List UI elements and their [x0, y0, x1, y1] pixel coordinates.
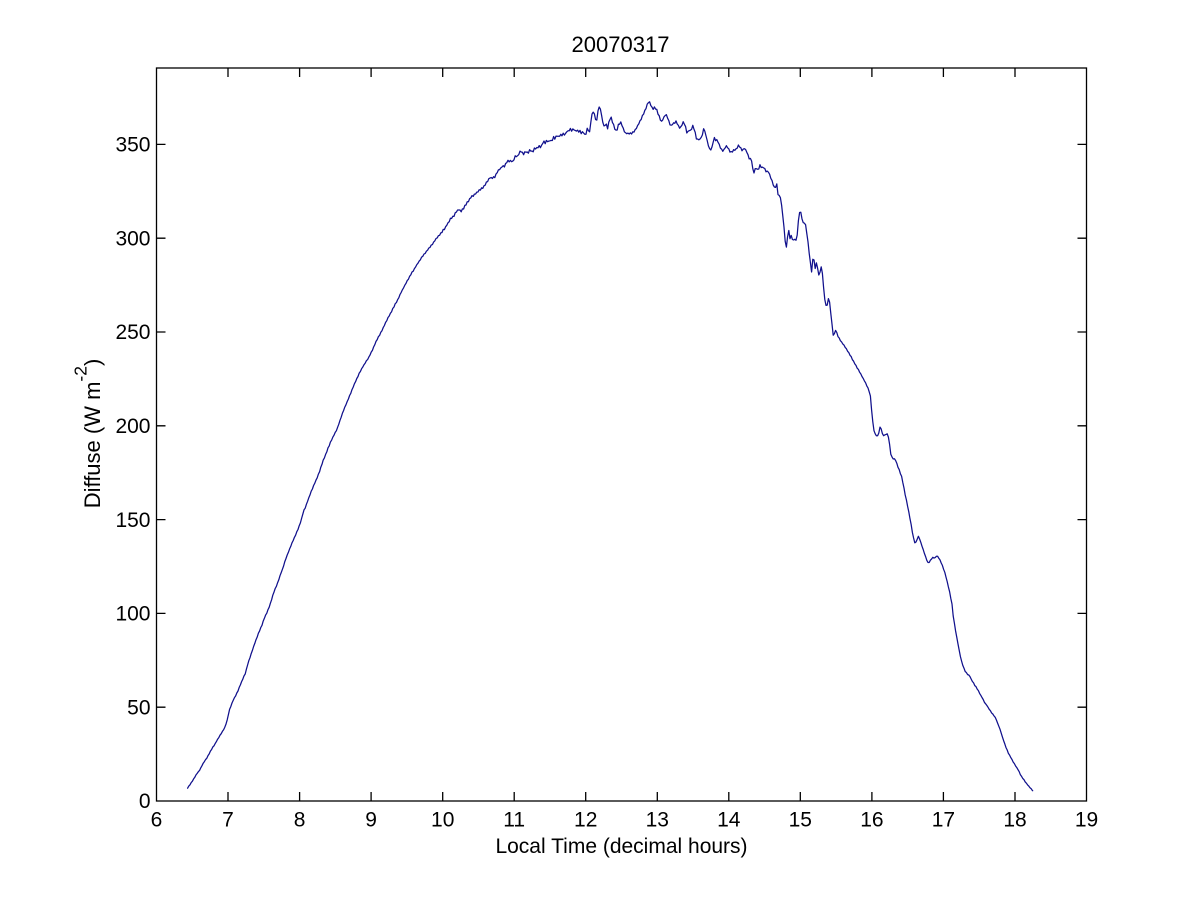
svg-text:0: 0	[139, 790, 151, 813]
svg-text:100: 100	[115, 603, 150, 626]
svg-text:7: 7	[222, 809, 234, 832]
svg-text:200: 200	[115, 415, 150, 438]
svg-text:150: 150	[115, 509, 150, 532]
svg-text:17: 17	[932, 809, 955, 832]
svg-text:16: 16	[860, 809, 883, 832]
svg-text:20070317: 20070317	[572, 32, 670, 57]
svg-text:250: 250	[115, 321, 150, 344]
svg-text:9: 9	[365, 809, 377, 832]
svg-text:14: 14	[717, 809, 741, 832]
svg-text:50: 50	[127, 696, 150, 719]
svg-text:8: 8	[294, 809, 306, 832]
svg-text:10: 10	[431, 809, 454, 832]
svg-text:15: 15	[789, 809, 812, 832]
svg-text:13: 13	[646, 809, 669, 832]
svg-text:Local Time (decimal hours): Local Time (decimal hours)	[495, 835, 747, 858]
svg-text:300: 300	[115, 227, 150, 250]
svg-text:12: 12	[574, 809, 597, 832]
svg-text:18: 18	[1003, 809, 1026, 832]
svg-text:19: 19	[1075, 809, 1098, 832]
svg-text:350: 350	[115, 134, 150, 157]
svg-text:11: 11	[503, 809, 525, 832]
svg-text:6: 6	[151, 809, 163, 832]
